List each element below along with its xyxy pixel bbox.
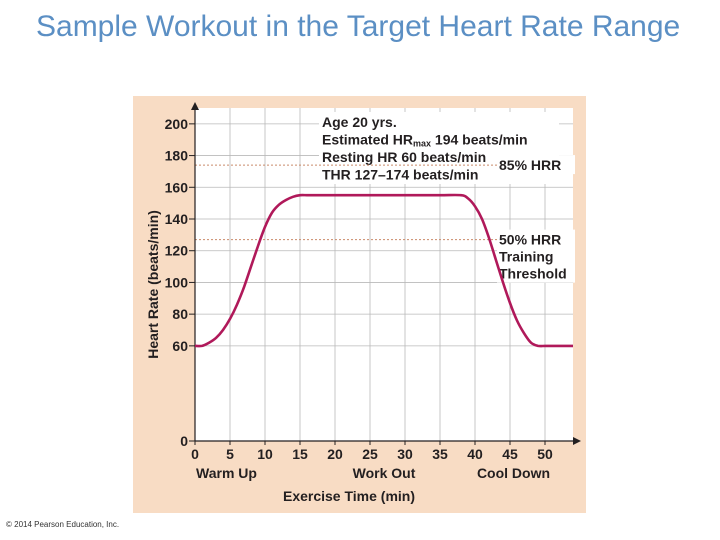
x-tick-label: 15: [292, 446, 308, 462]
phase-label: Cool Down: [477, 465, 550, 481]
info-line: THR 127–174 beats/min: [322, 167, 478, 183]
y-tick-label: 140: [165, 211, 189, 227]
heart-rate-line: [194, 193, 573, 348]
reference-label: Threshold: [499, 266, 567, 282]
x-tick-label: 50: [537, 446, 553, 462]
x-tick-label: 20: [327, 446, 343, 462]
x-tick-label: 45: [502, 446, 518, 462]
x-axis-title: Exercise Time (min): [283, 488, 415, 504]
phase-label: Warm Up: [196, 465, 257, 481]
phase-label: Work Out: [353, 465, 416, 481]
reference-label-background: [497, 229, 575, 283]
x-tick-label: 25: [362, 446, 378, 462]
x-tick-label: 40: [467, 446, 483, 462]
info-line: Resting HR 60 beats/min: [322, 149, 486, 165]
y-tick-label: 60: [172, 338, 188, 354]
y-tick-label: 120: [165, 243, 189, 259]
x-tick-label: 0: [191, 446, 199, 462]
y-axis-arrow: [191, 102, 199, 110]
y-tick-label: 200: [165, 116, 189, 132]
info-line: Age 20 yrs.: [322, 114, 397, 130]
info-line: Estimated HRmax 194 beats/min: [322, 132, 528, 149]
y-axis-title: Heart Rate (beats/min): [145, 210, 161, 359]
x-tick-label: 35: [432, 446, 448, 462]
chart-panel: Age 20 yrs. Estimated HRmax 194 beats/min…: [133, 96, 586, 513]
copyright-notice: © 2014 Pearson Education, Inc.: [6, 520, 120, 529]
x-tick-label: 30: [397, 446, 413, 462]
y-tick-label: 160: [165, 179, 189, 195]
x-axis-arrow: [573, 437, 581, 445]
reference-label-background: [497, 155, 575, 175]
info-box: Age 20 yrs. Estimated HRmax 194 beats/min…: [319, 112, 559, 184]
y-tick-label: 0: [180, 433, 188, 449]
x-tick-label: 5: [226, 446, 234, 462]
reference-label: 85% HRR: [499, 157, 561, 173]
slide-title: Sample Workout in the Target Heart Rate …: [36, 10, 681, 43]
heart-rate-chart: Age 20 yrs. Estimated HRmax 194 beats/min…: [145, 102, 581, 504]
y-tick-label: 80: [172, 306, 188, 322]
y-tick-label: 180: [165, 148, 189, 164]
reference-label: 50% HRR: [499, 232, 561, 248]
x-tick-label: 10: [257, 446, 273, 462]
reference-label: Training: [499, 249, 553, 265]
y-tick-label: 100: [165, 274, 189, 290]
